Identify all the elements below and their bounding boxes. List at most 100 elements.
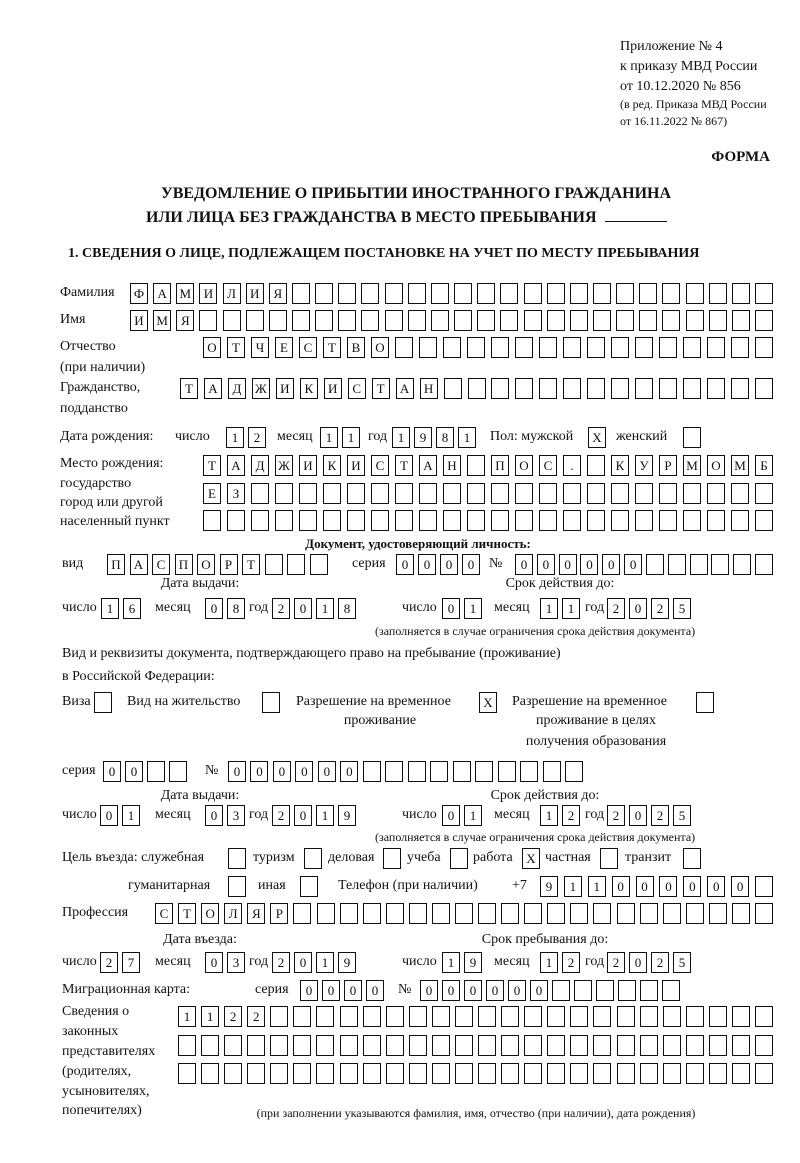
char-cell[interactable]: 9: [338, 805, 356, 826]
char-cell[interactable]: О: [201, 903, 220, 924]
char-cell[interactable]: [94, 692, 112, 713]
char-cell[interactable]: [708, 1006, 727, 1027]
char-cell[interactable]: 1: [342, 427, 360, 448]
char-cell[interactable]: 1: [320, 427, 338, 448]
char-cell[interactable]: [616, 1006, 635, 1027]
char-cell[interactable]: [247, 1063, 266, 1084]
char-cell[interactable]: [755, 554, 773, 575]
char-cell[interactable]: X: [522, 848, 540, 869]
char-cell[interactable]: [467, 483, 485, 504]
char-cell[interactable]: [523, 310, 542, 331]
char-cell[interactable]: [491, 483, 509, 504]
char-cell[interactable]: 0: [228, 761, 246, 782]
char-cell[interactable]: 0: [464, 980, 482, 1001]
char-cell[interactable]: [570, 1006, 589, 1027]
char-cell[interactable]: [475, 761, 494, 782]
char-cell[interactable]: [711, 554, 730, 575]
char-cell[interactable]: [395, 510, 413, 531]
char-cell[interactable]: [407, 761, 426, 782]
char-cell[interactable]: [616, 310, 635, 331]
char-cell[interactable]: [755, 1006, 773, 1027]
char-cell[interactable]: 0: [396, 554, 414, 575]
char-cell[interactable]: [454, 310, 473, 331]
char-cell[interactable]: 0: [629, 952, 647, 973]
char-cell[interactable]: [635, 378, 654, 399]
char-cell[interactable]: [228, 876, 246, 897]
char-cell[interactable]: [362, 1035, 381, 1056]
char-cell[interactable]: [685, 1063, 704, 1084]
char-cell[interactable]: [251, 483, 269, 504]
char-cell[interactable]: [685, 903, 704, 924]
char-cell[interactable]: М: [683, 455, 701, 476]
char-cell[interactable]: 2: [607, 805, 625, 826]
char-cell[interactable]: [293, 1063, 312, 1084]
char-cell[interactable]: [292, 310, 311, 331]
char-cell[interactable]: [501, 903, 520, 924]
char-cell[interactable]: [395, 337, 413, 358]
char-cell[interactable]: [662, 980, 680, 1001]
char-cell[interactable]: Д: [227, 378, 246, 399]
char-cell[interactable]: И: [130, 310, 148, 331]
char-cell[interactable]: [639, 903, 658, 924]
char-cell[interactable]: [443, 483, 461, 504]
char-cell[interactable]: [501, 1063, 520, 1084]
char-cell[interactable]: [587, 378, 606, 399]
char-cell[interactable]: [731, 1006, 750, 1027]
char-cell[interactable]: [683, 427, 701, 448]
char-cell[interactable]: [251, 510, 269, 531]
char-cell[interactable]: 2: [562, 952, 580, 973]
char-cell[interactable]: [292, 283, 311, 304]
char-cell[interactable]: [408, 1035, 427, 1056]
char-cell[interactable]: 0: [205, 598, 223, 619]
char-cell[interactable]: [662, 1035, 681, 1056]
char-cell[interactable]: Ч: [251, 337, 269, 358]
char-cell[interactable]: [574, 980, 592, 1001]
char-cell[interactable]: [347, 483, 365, 504]
char-cell[interactable]: [371, 483, 389, 504]
char-cell[interactable]: 2: [224, 1006, 243, 1027]
char-cell[interactable]: 0: [294, 805, 312, 826]
char-cell[interactable]: [755, 903, 773, 924]
char-cell[interactable]: [563, 510, 581, 531]
char-cell[interactable]: [443, 510, 461, 531]
char-cell[interactable]: [385, 1063, 404, 1084]
char-cell[interactable]: 0: [462, 554, 480, 575]
char-cell[interactable]: 1: [178, 1006, 196, 1027]
char-cell[interactable]: Т: [371, 378, 390, 399]
char-cell[interactable]: 8: [436, 427, 454, 448]
char-cell[interactable]: [491, 378, 510, 399]
char-cell[interactable]: [570, 1063, 589, 1084]
char-cell[interactable]: [662, 903, 681, 924]
char-cell[interactable]: [539, 337, 557, 358]
char-cell[interactable]: О: [371, 337, 389, 358]
char-cell[interactable]: [178, 1035, 196, 1056]
char-cell[interactable]: [419, 337, 437, 358]
char-cell[interactable]: У: [635, 455, 653, 476]
char-cell[interactable]: [501, 1006, 520, 1027]
char-cell[interactable]: [430, 310, 449, 331]
char-cell[interactable]: Т: [227, 337, 245, 358]
char-cell[interactable]: [385, 761, 404, 782]
char-cell[interactable]: [362, 903, 381, 924]
char-cell[interactable]: [611, 510, 629, 531]
char-cell[interactable]: [524, 1063, 543, 1084]
char-cell[interactable]: [478, 1006, 497, 1027]
char-cell[interactable]: 0: [442, 598, 460, 619]
char-cell[interactable]: [611, 483, 629, 504]
char-cell[interactable]: [707, 337, 725, 358]
char-cell[interactable]: [515, 483, 533, 504]
char-cell[interactable]: [639, 1063, 658, 1084]
char-cell[interactable]: 1: [458, 427, 476, 448]
char-cell[interactable]: [491, 510, 509, 531]
char-cell[interactable]: [300, 876, 318, 897]
char-cell[interactable]: [452, 761, 471, 782]
char-cell[interactable]: [546, 310, 565, 331]
char-cell[interactable]: [323, 510, 341, 531]
char-cell[interactable]: [515, 378, 534, 399]
char-cell[interactable]: З: [227, 483, 245, 504]
char-cell[interactable]: [731, 1063, 750, 1084]
char-cell[interactable]: 1: [464, 598, 482, 619]
char-cell[interactable]: [523, 283, 542, 304]
char-cell[interactable]: [385, 1006, 404, 1027]
char-cell[interactable]: [708, 283, 727, 304]
